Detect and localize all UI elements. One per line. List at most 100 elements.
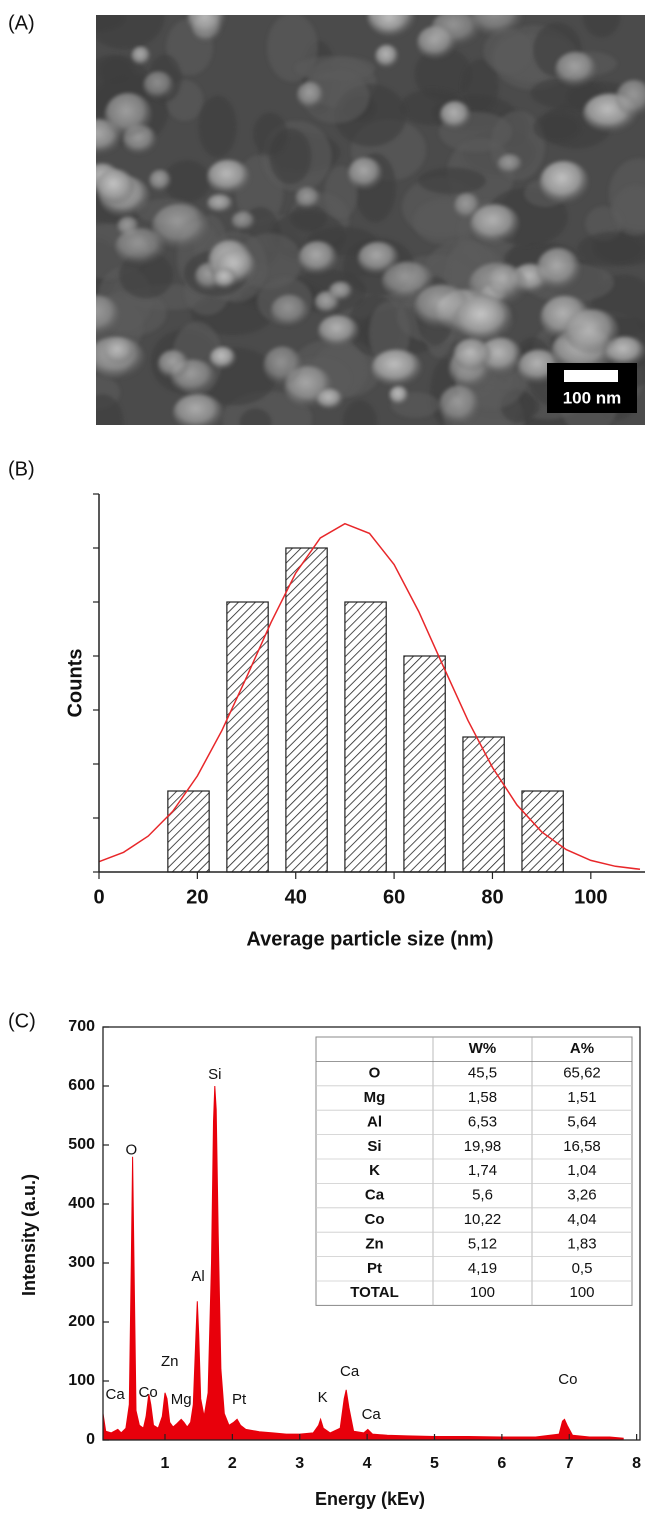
panel-label: (A) bbox=[8, 12, 35, 34]
peak-label: Pt bbox=[232, 1391, 247, 1408]
y-tick-label: 300 bbox=[68, 1254, 95, 1271]
table-cell: 1,58 bbox=[468, 1089, 497, 1106]
bar bbox=[226, 601, 269, 873]
table-header: W% bbox=[469, 1040, 497, 1057]
table-cell: 4,04 bbox=[567, 1211, 596, 1228]
bar bbox=[344, 601, 387, 873]
sem-particle bbox=[454, 296, 514, 341]
sem-particle bbox=[371, 349, 422, 387]
bar bbox=[285, 547, 328, 873]
sem-particle bbox=[96, 294, 120, 336]
sem-particle bbox=[187, 15, 226, 37]
bar bbox=[403, 655, 446, 873]
sem-particle bbox=[454, 193, 480, 219]
table-header: A% bbox=[570, 1040, 594, 1057]
sem-particle bbox=[157, 350, 189, 379]
table-row-label: Co bbox=[365, 1211, 385, 1228]
panel-label: (B) bbox=[8, 458, 35, 480]
x-tick-label: 40 bbox=[285, 886, 307, 908]
x-axis-title: Energy (kEv) bbox=[315, 1489, 425, 1509]
sem-particle bbox=[357, 241, 399, 275]
sem-particle bbox=[270, 294, 309, 327]
x-tick-label: 0 bbox=[93, 886, 104, 908]
table-cell: 4,19 bbox=[468, 1260, 497, 1277]
sem-particle bbox=[536, 247, 581, 290]
table-cell: 100 bbox=[470, 1284, 495, 1301]
sem-particle bbox=[143, 71, 174, 100]
sem-particle bbox=[615, 79, 645, 117]
bar bbox=[462, 736, 505, 873]
x-tick-label: 20 bbox=[186, 886, 208, 908]
x-tick-label: 7 bbox=[565, 1455, 574, 1472]
sem-particle bbox=[316, 388, 343, 410]
sem-particle bbox=[328, 281, 353, 301]
sem-particle bbox=[96, 169, 135, 205]
sem-particle bbox=[151, 203, 209, 250]
sem-particle bbox=[389, 385, 409, 405]
table-row-label: Ca bbox=[365, 1187, 385, 1204]
table-cell: 0,5 bbox=[572, 1260, 593, 1277]
sem-particle bbox=[555, 51, 597, 87]
sem-particle bbox=[539, 160, 589, 204]
sem-particle bbox=[470, 15, 523, 37]
sem-shade bbox=[530, 77, 604, 109]
spectrum-area bbox=[102, 1085, 624, 1441]
y-tick-label: 400 bbox=[68, 1195, 95, 1212]
x-tick-label: 80 bbox=[481, 886, 503, 908]
scale-bar-label: 100 nm bbox=[563, 388, 622, 407]
x-tick-label: 8 bbox=[632, 1455, 641, 1472]
peak-label: Zn bbox=[161, 1353, 179, 1370]
x-tick-label: 5 bbox=[430, 1455, 439, 1472]
sem-particle bbox=[439, 101, 471, 130]
sem-particle bbox=[263, 346, 303, 385]
sem-particle bbox=[207, 159, 250, 195]
table-cell: 1,83 bbox=[567, 1235, 596, 1252]
x-tick-label: 1 bbox=[161, 1455, 170, 1472]
table-cell: 100 bbox=[569, 1284, 594, 1301]
peak-label: Al bbox=[191, 1268, 204, 1285]
plot-frame bbox=[102, 1026, 641, 1441]
y-axis-title: Counts bbox=[64, 649, 86, 718]
peak-label: Co bbox=[139, 1384, 158, 1401]
peak-label: Ca bbox=[106, 1386, 126, 1403]
table-cell: 5,6 bbox=[472, 1187, 493, 1204]
table-cell: 5,64 bbox=[567, 1113, 596, 1130]
y-tick-label: 0 bbox=[86, 1431, 95, 1448]
sem-particle bbox=[103, 338, 134, 365]
table-row-label: Pt bbox=[367, 1260, 382, 1277]
sem-shade bbox=[253, 112, 288, 156]
sem-particle bbox=[318, 315, 359, 347]
table-cell: 1,51 bbox=[567, 1089, 596, 1106]
peak-label: Ca bbox=[362, 1406, 382, 1423]
table-cell: 3,26 bbox=[567, 1187, 596, 1204]
sem-particle bbox=[207, 194, 233, 213]
sem-image bbox=[96, 15, 645, 425]
x-tick-label: 3 bbox=[295, 1455, 304, 1472]
sem-particle bbox=[149, 169, 172, 192]
peak-label: O bbox=[125, 1141, 137, 1158]
peak-label: Ca bbox=[340, 1363, 360, 1380]
peak-label: Co bbox=[558, 1371, 577, 1388]
sem-particle bbox=[381, 261, 434, 300]
sem-shade bbox=[418, 167, 486, 195]
peak-label: Mg bbox=[171, 1391, 192, 1408]
sem-shade bbox=[342, 400, 378, 425]
table-cell: 5,12 bbox=[468, 1235, 497, 1252]
table-cell: 10,22 bbox=[464, 1211, 502, 1228]
panel-label: (C) bbox=[8, 1010, 36, 1032]
sem-particle bbox=[453, 338, 491, 372]
sem-shade bbox=[295, 55, 376, 81]
sem-particle bbox=[373, 15, 408, 35]
sem-shade bbox=[414, 47, 472, 101]
table-row-label: TOTAL bbox=[350, 1284, 399, 1301]
sem-shade bbox=[239, 408, 272, 425]
table-frame bbox=[315, 1036, 633, 1306]
table-cell: 65,62 bbox=[563, 1065, 601, 1082]
peak-label: Si bbox=[208, 1066, 221, 1083]
sem-shade bbox=[582, 15, 621, 38]
sem-particle bbox=[104, 92, 153, 138]
sem-shade bbox=[163, 160, 211, 203]
y-tick-label: 700 bbox=[68, 1018, 95, 1035]
sem-particle bbox=[296, 81, 324, 109]
